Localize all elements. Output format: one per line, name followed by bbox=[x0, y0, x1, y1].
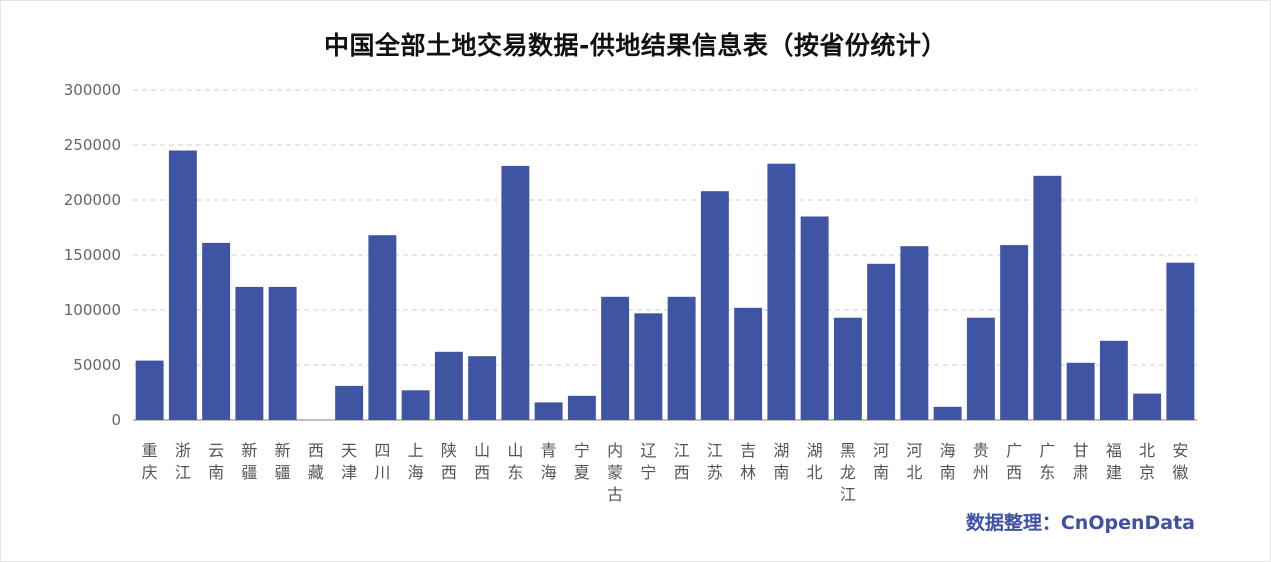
bar bbox=[468, 356, 497, 420]
bar bbox=[867, 263, 896, 420]
bar bbox=[1000, 245, 1029, 420]
bar bbox=[601, 296, 630, 420]
y-tick-label: 0 bbox=[111, 411, 121, 429]
bar bbox=[534, 402, 563, 420]
x-tick-label: 山西 bbox=[474, 441, 490, 482]
x-tick-label: 浙江 bbox=[175, 441, 191, 482]
x-tick-label: 海南 bbox=[940, 441, 956, 482]
x-tick-label: 山东 bbox=[507, 441, 523, 482]
bar bbox=[168, 150, 197, 420]
bar bbox=[900, 246, 929, 420]
x-tick-label: 云南 bbox=[208, 441, 224, 482]
bar bbox=[235, 286, 264, 420]
y-tick-label: 200000 bbox=[64, 191, 121, 209]
bars bbox=[135, 150, 1195, 420]
y-tick-label: 250000 bbox=[64, 136, 121, 154]
bar bbox=[202, 242, 231, 420]
x-tick-label: 内蒙古 bbox=[607, 441, 623, 504]
chart-title: 中国全部土地交易数据-供地结果信息表（按省份统计） bbox=[324, 31, 947, 60]
x-tick-label: 湖南 bbox=[773, 441, 789, 482]
x-tick-label: 天津 bbox=[341, 441, 357, 482]
y-axis: 0 50000 100000 150000 200000 250000 300000 bbox=[64, 81, 121, 429]
bar bbox=[1066, 362, 1095, 420]
x-tick-label: 新疆 bbox=[241, 441, 257, 482]
bar bbox=[833, 317, 862, 420]
bar bbox=[501, 165, 530, 420]
bar bbox=[734, 307, 763, 420]
y-tick-label: 300000 bbox=[64, 81, 121, 99]
x-tick-label: 宁夏 bbox=[574, 441, 590, 482]
x-tick-label: 甘肃 bbox=[1073, 441, 1089, 482]
x-tick-label: 上海 bbox=[408, 441, 424, 482]
x-tick-label: 广西 bbox=[1006, 441, 1022, 482]
bar bbox=[966, 317, 995, 420]
bar bbox=[335, 385, 364, 420]
bar bbox=[800, 216, 829, 420]
bar bbox=[567, 395, 596, 420]
x-tick-label: 福建 bbox=[1106, 441, 1122, 482]
x-tick-label: 河北 bbox=[906, 441, 922, 482]
y-tick-label: 100000 bbox=[64, 301, 121, 319]
x-tick-label: 青海 bbox=[541, 441, 557, 482]
x-tick-label: 北京 bbox=[1139, 441, 1155, 482]
x-tick-label: 陕西 bbox=[441, 441, 457, 482]
bar bbox=[135, 360, 164, 420]
bar bbox=[933, 406, 962, 420]
x-tick-label: 重庆 bbox=[142, 441, 158, 482]
bar bbox=[401, 390, 430, 420]
x-tick-label: 江苏 bbox=[707, 441, 723, 482]
x-tick-label: 黑龙江 bbox=[840, 441, 856, 504]
x-tick-label: 河南 bbox=[873, 441, 889, 482]
bar bbox=[1133, 393, 1162, 420]
x-tick-label: 广东 bbox=[1039, 441, 1055, 482]
bar bbox=[268, 286, 297, 420]
bar bbox=[1166, 262, 1195, 420]
bar bbox=[667, 296, 696, 420]
x-tick-label: 贵州 bbox=[973, 441, 989, 482]
x-tick-label: 江西 bbox=[674, 441, 690, 482]
x-tick-label: 西藏 bbox=[308, 441, 324, 482]
x-tick-label: 安徽 bbox=[1172, 441, 1188, 482]
bar bbox=[767, 163, 796, 420]
bar bbox=[368, 235, 397, 420]
x-axis: 重庆浙江云南新疆新疆西藏天津四川上海陕西山西山东青海宁夏内蒙古辽宁江西江苏吉林湖… bbox=[142, 441, 1189, 504]
x-tick-label: 湖北 bbox=[807, 441, 823, 482]
x-tick-label: 吉林 bbox=[740, 441, 756, 482]
x-tick-label: 辽宁 bbox=[640, 441, 656, 482]
y-tick-label: 150000 bbox=[64, 246, 121, 264]
x-tick-label: 新疆 bbox=[275, 441, 291, 482]
bar bbox=[1099, 340, 1128, 420]
y-tick-label: 50000 bbox=[73, 356, 121, 374]
bar bbox=[700, 191, 729, 420]
bar bbox=[634, 313, 663, 420]
source-label: 数据整理：CnOpenData bbox=[965, 512, 1195, 534]
bar bbox=[1033, 175, 1062, 420]
x-tick-label: 四川 bbox=[374, 441, 390, 482]
bar bbox=[434, 351, 463, 420]
